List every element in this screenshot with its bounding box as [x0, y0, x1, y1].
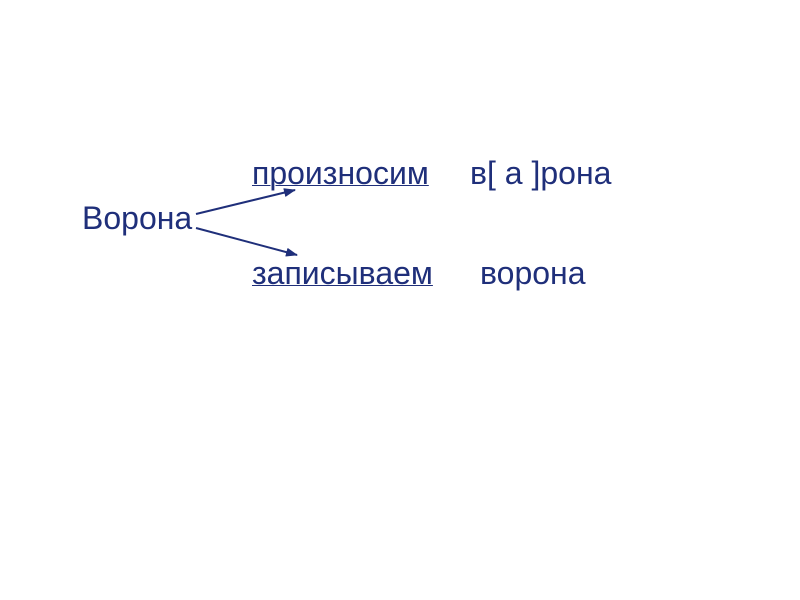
branch-key-1: записываем: [252, 255, 433, 292]
branch-value-1: ворона: [480, 255, 586, 292]
arrow-line-1: [196, 228, 297, 255]
arrow-line-0: [196, 190, 295, 214]
branch-arrows: [0, 0, 800, 600]
root-word: Ворона: [82, 200, 192, 237]
branch-value-0: в[ а ]рона: [470, 155, 611, 192]
diagram-canvas: Ворона произносим в[ а ]рона записываем …: [0, 0, 800, 600]
branch-key-0: произносим: [252, 155, 429, 192]
